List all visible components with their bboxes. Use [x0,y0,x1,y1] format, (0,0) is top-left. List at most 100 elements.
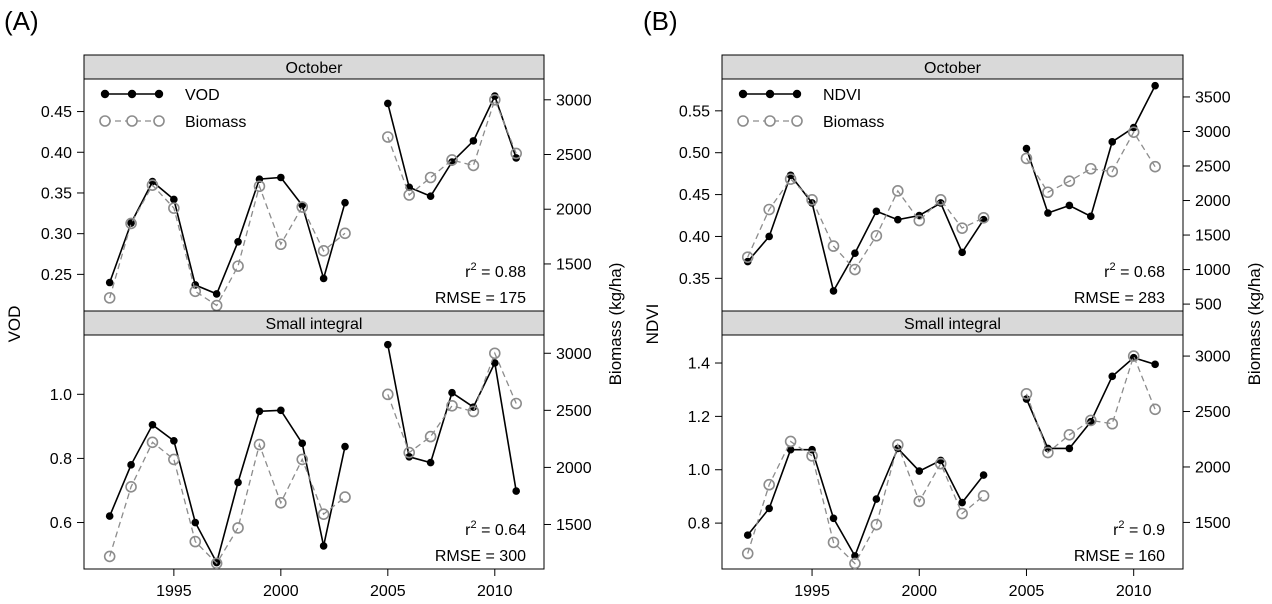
series-vod-line [387,344,517,492]
plot-frame [721,78,1184,312]
series-biomass-line [747,178,984,271]
x-tick-label: 2010 [1116,583,1152,600]
series-biomass-line [109,184,346,307]
chart-panel-b: October 0.35 0.40 0.45 0.50 0.55 500 1000 1500 20… [643,54,1264,600]
legend-marker-biomass [153,115,165,127]
y-axis-title-right: Biomass (kg/ha) [606,263,625,386]
series-biomass-point [1106,417,1119,430]
plot-frame [721,334,1184,570]
legend-label-biomass: Biomass [185,114,246,131]
series-vod-point [170,195,178,204]
series-biomass-line [1025,130,1156,194]
y-left-tick-label: 0.50 [679,145,710,162]
y-right-tick-label: 2500 [1195,159,1231,176]
annotation-r2: r2 = 0.9 [1113,519,1165,539]
legend-marker-biomass [737,115,749,127]
y-left-tick-label: 1.0 [688,462,710,479]
series-vod-point [512,487,520,495]
series-biomass-point [189,535,202,548]
series-biomass-point [317,508,330,521]
series-vod-point [105,278,114,287]
y-right-tick-label: 2000 [556,460,592,477]
legend-label-primary: NDVI [823,87,861,104]
series-vod-point [341,198,349,207]
series-vod-point [426,192,435,201]
series-biomass-point [296,201,309,213]
y-right-tick-label: 3000 [556,346,592,363]
x-tick-label: 1995 [156,583,192,600]
series-biomass-point [1020,387,1033,400]
annotation-r2: r2 = 0.68 [1104,261,1165,281]
series-biomass-point [339,491,351,503]
series-biomass-point [146,179,159,191]
legend-marker-primary [765,89,775,99]
series-ndvi-point [915,467,924,475]
y-right-tick-label: 1500 [1195,515,1231,532]
y-right-tick-label: 2000 [556,202,592,219]
x-tick-label: 2000 [263,583,299,600]
legend-marker-biomass [99,115,111,127]
series-biomass-point [403,189,416,201]
x-tick-label: 2000 [901,583,937,600]
series-biomass-point [510,147,522,160]
series-biomass-point [741,251,754,263]
series-biomass-point [870,229,883,242]
series-biomass-point [339,227,351,240]
series-biomass-point [125,481,137,493]
legend-label-biomass: Biomass [823,114,884,131]
y-right-tick-label: 1500 [1195,228,1231,245]
series-biomass-point [870,518,883,531]
series-biomass-point [189,285,202,298]
series-vod-point [170,436,178,445]
series-biomass-point [934,194,947,206]
series-ndvi-point [765,232,773,241]
series-biomass-point [977,490,990,502]
series-biomass-point [1127,350,1140,362]
series-ndvi-point [958,248,966,257]
series-biomass-point [741,547,754,560]
annotation-r2: r2 = 0.88 [465,261,526,281]
series-biomass-point [956,507,968,520]
series-ndvi-point [786,445,795,454]
legend-marker-primary [792,89,802,99]
series-ndvi-point [1022,144,1031,153]
series-biomass-point [784,435,797,448]
series-biomass-point [849,557,861,570]
series-biomass-point [232,522,244,534]
series-vod-point [469,137,478,145]
y-right-tick-label: 3500 [1195,89,1231,106]
series-biomass-point [892,438,904,451]
series-biomass-point [806,194,818,206]
series-vod-point [490,359,499,367]
y-right-tick-label: 1000 [1195,262,1231,279]
series-ndvi-point [851,249,859,258]
series-ndvi-point [829,514,838,523]
series-vod-line [387,93,517,198]
subplot-october: October 0.25 0.30 0.35 0.40 0.45 1500 2000 2500 3… [41,54,592,312]
series-ndvi-line [747,446,985,558]
y-axis-title-left: VOD [5,306,24,343]
series-ndvi-point [1087,417,1095,426]
legend-marker-biomass [126,115,138,127]
series-ndvi-point [743,531,752,539]
series-ndvi-point [979,471,988,479]
y-right-tick-label: 2500 [556,147,592,164]
series-biomass [741,350,1161,570]
series-biomass-point [784,173,797,185]
legend: NDVI Biomass [737,87,884,131]
legend-marker-biomass [791,115,803,127]
series-ndvi [743,353,1159,560]
y-right-tick-label: 500 [1195,297,1222,314]
legend: VOD Biomass [99,87,246,131]
series-biomass-point [253,180,266,193]
series-vod-point [234,478,242,487]
y-left-tick-label: 0.45 [41,104,72,121]
series-vod [105,92,520,298]
annotation-r2: r2 = 0.64 [465,519,526,539]
series-vod-point [255,407,264,416]
strip-label: Small integral [904,316,1001,333]
series-ndvi-line [1025,356,1156,450]
series-biomass-point [913,495,926,508]
series-biomass-line [109,441,346,565]
